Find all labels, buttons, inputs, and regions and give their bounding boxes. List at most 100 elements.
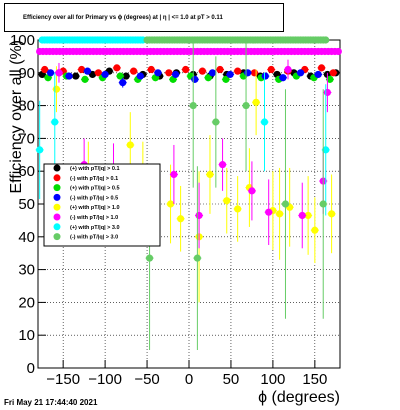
legend-marker [53, 164, 61, 172]
data-point [55, 69, 63, 77]
data-point [284, 65, 292, 74]
data-point [223, 197, 231, 205]
data-point [130, 67, 138, 75]
data-point [119, 79, 127, 87]
data-point [166, 200, 175, 208]
axis-ticks: −150 −100 −50 0 50 100 150 0 10 20 30 40 50 60 70 80 90 1… [10, 32, 327, 388]
data-point [334, 47, 342, 56]
data-point [94, 69, 102, 77]
data-point [252, 98, 260, 106]
data-point [322, 36, 330, 44]
data-point [41, 65, 49, 74]
legend-marker [53, 174, 61, 182]
data-point [83, 67, 92, 75]
x-tick-label: 150 [302, 371, 327, 388]
data-point [46, 69, 55, 77]
legend-marker [53, 184, 61, 192]
data-point [260, 118, 269, 126]
data-point [281, 200, 290, 208]
x-tick-label: −100 [88, 371, 122, 388]
y-tick-label: 80 [18, 98, 35, 115]
data-point [208, 69, 217, 77]
data-point [72, 72, 80, 80]
data-point [182, 65, 190, 74]
legend-entry: (+) with pT/|q| > 1.0 [70, 205, 120, 211]
data-point [311, 226, 319, 234]
x-tick-label: 100 [260, 371, 285, 388]
data-point [65, 72, 73, 80]
legend-entry: (-) with pT/|q| > 0.1 [70, 176, 118, 182]
x-tick-label: 0 [185, 371, 193, 388]
y-tick-label: 30 [18, 262, 35, 279]
data-point [52, 85, 61, 93]
x-tick-label: −50 [134, 371, 159, 388]
data-point [189, 102, 197, 110]
data-point [328, 210, 336, 218]
data-point [267, 65, 275, 74]
y-tick-label: 10 [18, 327, 35, 344]
y-tick-label: 70 [18, 130, 35, 147]
data-point [234, 67, 242, 75]
data-point [113, 64, 121, 72]
data-point [234, 205, 242, 213]
data-point [265, 208, 273, 216]
x-tick-label: 50 [223, 371, 240, 388]
data-point [193, 254, 201, 262]
data-point [250, 69, 259, 77]
y-tick-label: 0 [27, 360, 35, 377]
legend-marker [53, 213, 61, 221]
data-point [212, 118, 220, 126]
legend-marker [53, 223, 61, 231]
data-point [304, 211, 312, 220]
data-points [35, 36, 342, 350]
data-point [206, 170, 214, 179]
data-point [298, 211, 306, 220]
data-point [116, 72, 124, 80]
data-point [145, 254, 154, 262]
data-point [126, 141, 134, 149]
data-point [204, 74, 212, 82]
y-tick-label: 60 [18, 163, 35, 180]
chart-title: Efficiency over all for Primary vs ϕ (de… [23, 15, 223, 21]
legend-entry: (+) with pT/|q| > 0.5 [70, 186, 120, 192]
legend-marker [53, 203, 61, 211]
data-point [81, 75, 89, 83]
data-point [195, 211, 203, 220]
x-tick-label: −150 [46, 371, 80, 388]
data-point [276, 210, 284, 218]
data-point [226, 70, 234, 79]
data-point [101, 70, 109, 79]
legend-marker [53, 193, 61, 201]
data-point [51, 118, 59, 126]
data-point [147, 65, 155, 74]
data-point [248, 187, 256, 195]
data-point [216, 65, 224, 74]
y-tick-label: 100 [10, 32, 35, 49]
data-point [323, 88, 332, 97]
legend-entry: (-) with pT/|q| > 3.0 [70, 235, 118, 241]
legend: (+) with pT/|q| > 0.1 (-) with pT/|q| > 0… [43, 163, 161, 247]
y-tick-label: 40 [18, 229, 35, 246]
data-point [296, 69, 305, 77]
data-point [322, 146, 330, 154]
grid [38, 40, 340, 368]
data-point [191, 75, 199, 83]
data-point [218, 161, 227, 169]
y-axis-title: Efficiency over all (%) [8, 40, 25, 194]
data-point [242, 102, 250, 110]
data-point [36, 146, 44, 154]
data-point [122, 72, 130, 80]
data-point [244, 69, 252, 77]
legend-entry: (-) with pT/|q| > 0.5 [70, 195, 118, 201]
data-point [198, 67, 207, 75]
data-point [329, 69, 337, 77]
data-point [170, 170, 178, 179]
data-point [279, 74, 287, 82]
legend-marker [53, 233, 61, 241]
y-tick-label: 20 [18, 294, 35, 311]
data-point [165, 69, 173, 77]
data-point [317, 64, 326, 72]
data-point [319, 200, 327, 208]
data-point [177, 215, 185, 223]
